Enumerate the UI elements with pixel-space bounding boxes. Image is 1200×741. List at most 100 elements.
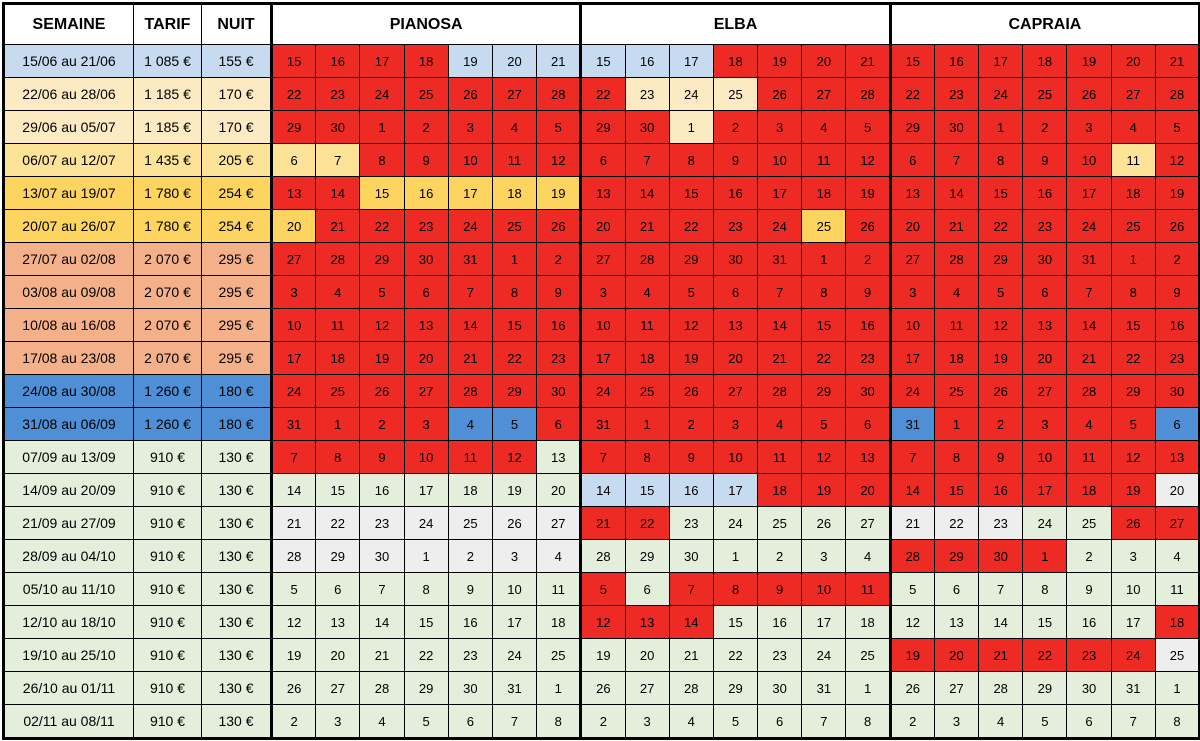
day-cell-pianosa: 27: [270, 242, 317, 276]
day-cell-pianosa: 15: [315, 473, 361, 507]
day-cell-pianosa: 9: [536, 275, 583, 309]
rate-cell: 2 070 €: [133, 242, 202, 276]
day-cell-elba: 20: [624, 638, 670, 672]
day-cell-pianosa: 29: [403, 671, 449, 705]
day-cell-elba: 7: [668, 572, 714, 606]
day-cell-pianosa: 12: [491, 440, 538, 474]
day-cell-capraia: 11: [1066, 440, 1112, 474]
day-cell-capraia: 21: [1154, 44, 1200, 78]
day-cell-pianosa: 17: [270, 341, 317, 375]
week-cell: 06/07 au 12/07: [2, 143, 134, 177]
day-cell-capraia: 7: [1110, 704, 1156, 740]
day-cell-pianosa: 7: [359, 572, 405, 606]
night-cell: 130 €: [201, 671, 273, 705]
day-cell-capraia: 9: [978, 440, 1024, 474]
day-cell-pianosa: 11: [491, 143, 538, 177]
day-cell-capraia: 8: [1154, 704, 1200, 740]
day-cell-elba: 29: [668, 242, 714, 276]
day-cell-pianosa: 21: [270, 506, 317, 540]
week-cell: 22/06 au 28/06: [2, 77, 134, 111]
day-cell-elba: 5: [580, 572, 626, 606]
day-cell-elba: 30: [845, 374, 892, 408]
day-cell-capraia: 5: [1022, 704, 1068, 740]
day-cell-elba: 25: [712, 77, 759, 111]
day-cell-capraia: 4: [1154, 539, 1200, 573]
day-cell-elba: 18: [845, 605, 892, 639]
day-cell-capraia: 22: [1110, 341, 1156, 375]
day-cell-elba: 4: [757, 407, 803, 441]
day-cell-capraia: 12: [889, 605, 935, 639]
day-cell-pianosa: 22: [491, 341, 538, 375]
day-cell-pianosa: 28: [536, 77, 583, 111]
day-cell-pianosa: 2: [403, 110, 449, 144]
day-cell-pianosa: 24: [447, 209, 493, 243]
day-cell-pianosa: 26: [447, 77, 493, 111]
day-cell-pianosa: 7: [315, 143, 361, 177]
day-cell-capraia: 2: [889, 704, 935, 740]
day-cell-elba: 10: [580, 308, 626, 342]
day-cell-pianosa: 15: [270, 44, 317, 78]
day-cell-capraia: 28: [1154, 77, 1200, 111]
day-cell-elba: 14: [757, 308, 803, 342]
day-cell-elba: 16: [712, 176, 759, 210]
day-cell-pianosa: 23: [359, 506, 405, 540]
week-row: 19/10 au 25/10 910 €130 €19 20 21 22 23 24 25 19…: [2, 638, 1200, 672]
day-cell-capraia: 29: [1110, 374, 1156, 408]
week-row: 14/09 au 20/09 910 €130 €14 15 16 17 18 19 20 14…: [2, 473, 1200, 507]
day-cell-elba: 19: [757, 44, 803, 78]
day-cell-elba: 24: [580, 374, 626, 408]
day-cell-capraia: 14: [889, 473, 935, 507]
day-cell-elba: 22: [668, 209, 714, 243]
day-cell-elba: 6: [580, 143, 626, 177]
rate-cell: 1 780 €: [133, 176, 202, 210]
day-cell-elba: 15: [580, 44, 626, 78]
day-cell-elba: 15: [712, 605, 759, 639]
day-cell-elba: 13: [712, 308, 759, 342]
night-cell: 130 €: [201, 473, 273, 507]
day-cell-capraia: 15: [889, 44, 935, 78]
night-cell: 130 €: [201, 539, 273, 573]
day-cell-capraia: 24: [889, 374, 935, 408]
day-cell-elba: 27: [712, 374, 759, 408]
day-cell-elba: 29: [580, 110, 626, 144]
day-cell-pianosa: 12: [359, 308, 405, 342]
day-cell-capraia: 5: [1110, 407, 1156, 441]
day-cell-pianosa: 16: [403, 176, 449, 210]
week-cell: 20/07 au 26/07: [2, 209, 134, 243]
week-header: SEMAINE: [2, 2, 134, 45]
day-cell-pianosa: 3: [447, 110, 493, 144]
day-cell-elba: 28: [624, 242, 670, 276]
rate-cell: 910 €: [133, 473, 202, 507]
week-cell: 15/06 au 21/06: [2, 44, 134, 78]
day-cell-elba: 30: [624, 110, 670, 144]
day-cell-pianosa: 18: [491, 176, 538, 210]
day-cell-capraia: 2: [1022, 110, 1068, 144]
day-cell-elba: 11: [757, 440, 803, 474]
day-cell-pianosa: 30: [447, 671, 493, 705]
day-cell-capraia: 1: [1154, 671, 1200, 705]
day-cell-pianosa: 1: [536, 671, 583, 705]
day-cell-elba: 12: [801, 440, 847, 474]
day-cell-pianosa: 28: [270, 539, 317, 573]
day-cell-elba: 24: [712, 506, 759, 540]
day-cell-elba: 1: [801, 242, 847, 276]
day-cell-capraia: 30: [1154, 374, 1200, 408]
day-cell-pianosa: 20: [315, 638, 361, 672]
day-cell-capraia: 19: [889, 638, 935, 672]
day-cell-pianosa: 16: [359, 473, 405, 507]
day-cell-pianosa: 16: [315, 44, 361, 78]
day-cell-pianosa: 19: [536, 176, 583, 210]
week-row: 13/07 au 19/07 1 780 €254 €13 14 15 16 17 18 19…: [2, 176, 1200, 210]
day-cell-elba: 29: [624, 539, 670, 573]
day-cell-capraia: 23: [978, 506, 1024, 540]
day-cell-pianosa: 19: [270, 638, 317, 672]
day-cell-pianosa: 19: [359, 341, 405, 375]
week-row: 02/11 au 08/11 910 €130 €2 3 4 5 6 7 8 2 3 4 5 6 7 8 2 3…: [2, 704, 1200, 740]
day-cell-elba: 21: [624, 209, 670, 243]
day-cell-pianosa: 10: [491, 572, 538, 606]
day-cell-elba: 11: [801, 143, 847, 177]
day-cell-elba: 25: [757, 506, 803, 540]
day-cell-elba: 5: [712, 704, 759, 740]
day-cell-elba: 28: [757, 374, 803, 408]
day-cell-pianosa: 28: [315, 242, 361, 276]
